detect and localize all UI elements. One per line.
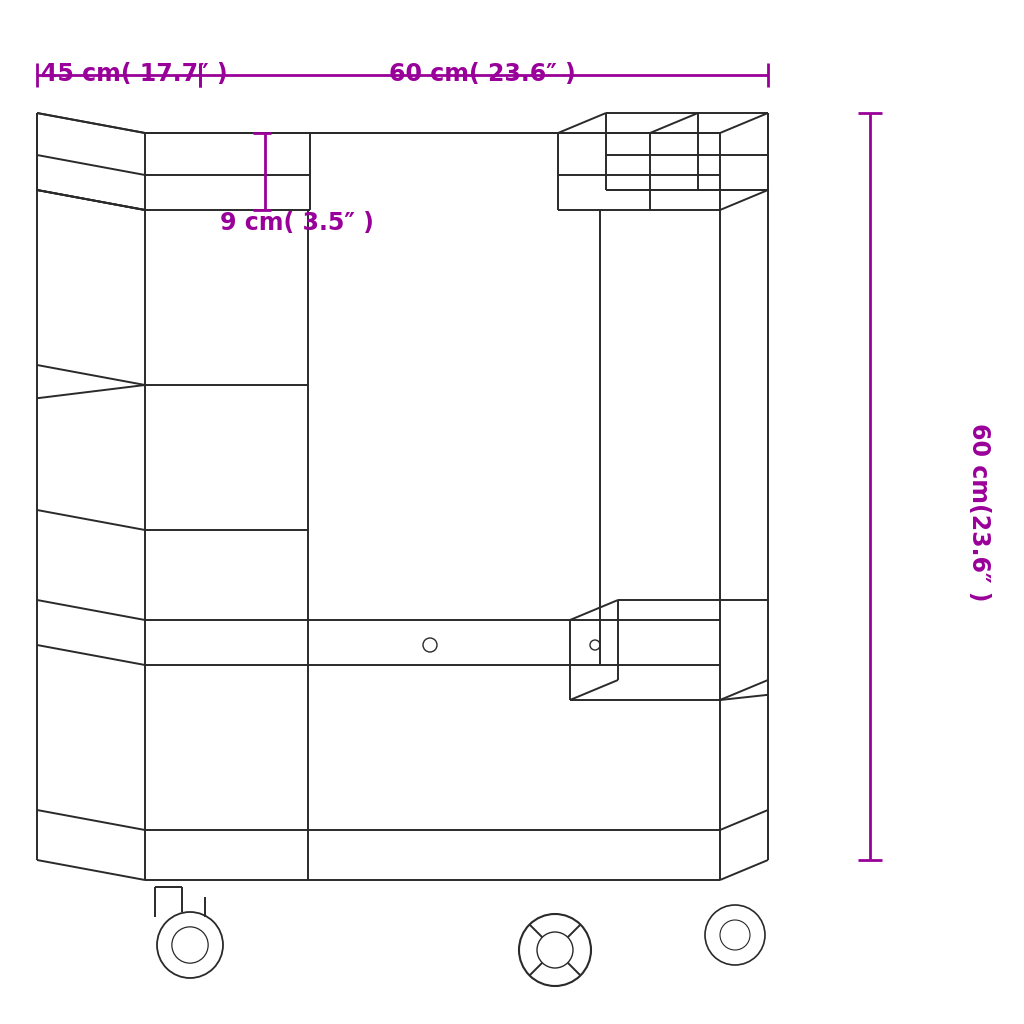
- Text: 60 cm( 23.6″ ): 60 cm( 23.6″ ): [389, 61, 575, 86]
- Text: 45 cm( 17.7″ ): 45 cm( 17.7″ ): [41, 61, 227, 86]
- Text: 9 cm( 3.5″ ): 9 cm( 3.5″ ): [220, 211, 374, 236]
- Text: 60 cm(23.6″ ): 60 cm(23.6″ ): [967, 423, 991, 601]
